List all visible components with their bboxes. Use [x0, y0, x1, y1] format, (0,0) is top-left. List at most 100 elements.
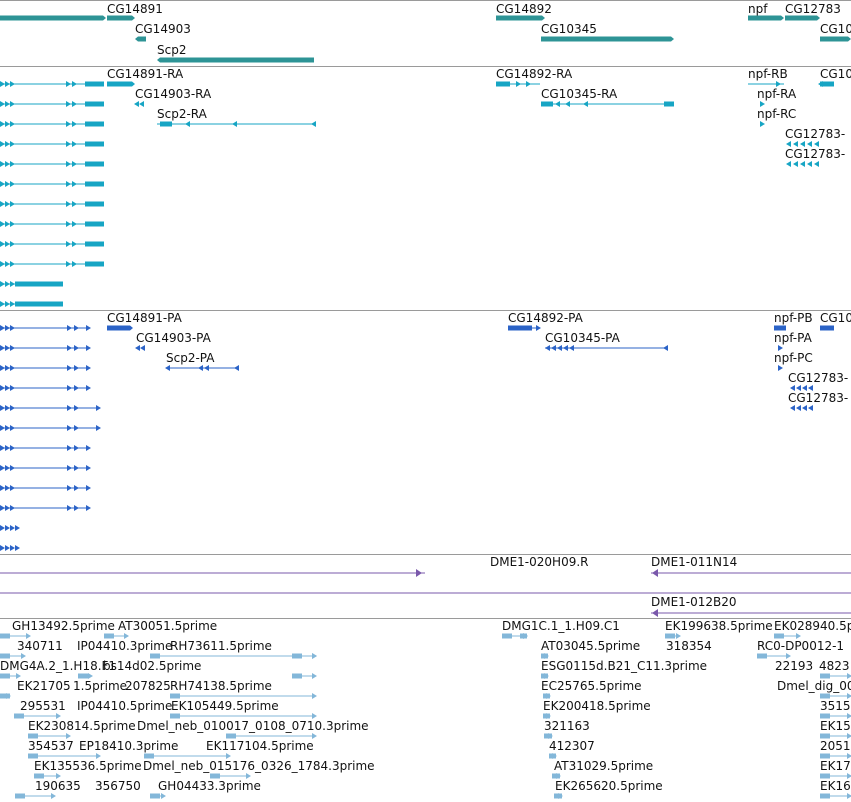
- est-label[interactable]: 321163: [544, 719, 590, 733]
- protein-label[interactable]: npf-PC: [774, 351, 813, 365]
- direction-arrow: [0, 485, 5, 491]
- est-label[interactable]: 318354: [666, 639, 712, 653]
- direction-arrow: [5, 161, 10, 167]
- est-label[interactable]: IP04410.5prime: [77, 699, 173, 713]
- exon-block: [774, 633, 784, 639]
- transcript-label[interactable]: CG10345-RA: [541, 87, 618, 101]
- protein-label[interactable]: npf-PA: [774, 331, 812, 345]
- est-label[interactable]: EK135536.5prime: [34, 759, 142, 773]
- transcript-label[interactable]: CG10: [820, 67, 851, 81]
- transcript-label[interactable]: npf-RA: [757, 87, 797, 101]
- exon-block: [104, 633, 114, 639]
- est-label[interactable]: 3515: [820, 699, 851, 713]
- transcript-label[interactable]: npf-RB: [748, 67, 788, 81]
- gene-label[interactable]: CG12783: [785, 2, 841, 16]
- est-label[interactable]: EP18410.3prime: [79, 739, 179, 753]
- gene-label[interactable]: CG14892: [496, 2, 552, 16]
- est-label[interactable]: EK117104.5prime: [206, 739, 314, 753]
- est-label[interactable]: GH13492.5prime: [12, 619, 115, 633]
- est-label[interactable]: 340711: [17, 639, 63, 653]
- transcript-label[interactable]: CG14891-RA: [107, 67, 184, 81]
- est-label[interactable]: 354537: [28, 739, 74, 753]
- est-label[interactable]: EK17: [820, 759, 851, 773]
- est-label[interactable]: 356750: [95, 779, 141, 793]
- est-label[interactable]: EC25765.5prime: [541, 679, 642, 693]
- est-label[interactable]: RC0-DP0012-1: [757, 639, 845, 653]
- est-label[interactable]: AT03045.5prime: [541, 639, 641, 653]
- transcript-label[interactable]: CG12783-: [785, 127, 846, 141]
- protein-label[interactable]: CG10345-PA: [545, 331, 620, 345]
- est-label[interactable]: 207825: [125, 679, 171, 693]
- est-label[interactable]: Dmel_neb_010017_0108_0710.3prime: [137, 719, 369, 733]
- protein-label[interactable]: npf-PB: [774, 311, 813, 325]
- direction-arrow: [760, 101, 765, 107]
- protein-label[interactable]: Scp2-PA: [166, 351, 215, 365]
- est-label[interactable]: EK265620.5prime: [555, 779, 663, 793]
- gene-label[interactable]: CG10345: [541, 22, 597, 36]
- gene-label[interactable]: CG10: [820, 22, 851, 36]
- est-label[interactable]: DMG4A.2_1.H18.F1: [0, 659, 117, 673]
- transcript-label[interactable]: Scp2-RA: [157, 107, 207, 121]
- gene-label[interactable]: npf: [748, 2, 768, 16]
- gene-label[interactable]: CG14903: [135, 22, 191, 36]
- protein-label[interactable]: CG14891-PA: [107, 311, 182, 325]
- est-label[interactable]: EK028940.5p: [774, 619, 851, 633]
- est-label[interactable]: Dmel_neb_015176_0326_1784.3prime: [143, 759, 375, 773]
- est-label[interactable]: ESG0115d.B21_C11.3prime: [541, 659, 708, 673]
- exon-block: [210, 773, 220, 779]
- protein-label[interactable]: CG14892-PA: [508, 311, 583, 325]
- est-label[interactable]: 22193: [775, 659, 814, 673]
- est-label[interactable]: 1.5prime: [73, 679, 128, 693]
- est-label[interactable]: EK16: [820, 779, 851, 793]
- clone-label[interactable]: DME1-011N14: [651, 555, 738, 569]
- exon-block: [757, 653, 767, 659]
- est-label[interactable]: 4823: [819, 659, 850, 673]
- exon-block: [820, 673, 830, 679]
- direction-arrow: [10, 121, 15, 127]
- est-label[interactable]: 295531: [20, 699, 66, 713]
- est-label[interactable]: EK230814.5prime: [28, 719, 136, 733]
- direction-arrow: [5, 425, 10, 431]
- est-label[interactable]: AT30051.5prime: [118, 619, 218, 633]
- est-label[interactable]: Dmel_dig_00: [777, 679, 851, 693]
- track-separator: [0, 554, 851, 555]
- direction-arrow: [72, 121, 77, 127]
- direction-arrow: [10, 405, 15, 411]
- protein-label[interactable]: CG12783-: [788, 391, 849, 405]
- direction-arrow: [847, 773, 851, 779]
- est-label[interactable]: RH74138.5prime: [170, 679, 272, 693]
- direction-arrow: [10, 181, 15, 187]
- direction-arrow: [676, 633, 681, 639]
- est-label[interactable]: EK15: [820, 719, 851, 733]
- est-label[interactable]: EK105449.5prime: [171, 699, 279, 713]
- protein-label[interactable]: CG10: [820, 311, 851, 325]
- protein-label[interactable]: CG14903-PA: [136, 331, 211, 345]
- est-label[interactable]: RH73611.5prime: [170, 639, 272, 653]
- est-label[interactable]: AT31029.5prime: [554, 759, 654, 773]
- est-label[interactable]: EK21705: [17, 679, 71, 693]
- direction-arrow: [161, 793, 166, 799]
- gene-label[interactable]: Scp2: [157, 43, 187, 57]
- est-label[interactable]: bs14d02.5prime: [103, 659, 202, 673]
- est-label[interactable]: GH04433.3prime: [158, 779, 261, 793]
- direction-arrow: [847, 793, 851, 799]
- est-label[interactable]: 412307: [549, 739, 595, 753]
- direction-arrow: [86, 365, 91, 371]
- direction-arrow: [544, 673, 549, 679]
- transcript-label[interactable]: CG14903-RA: [135, 87, 212, 101]
- transcript-label[interactable]: CG12783-: [785, 147, 846, 161]
- est-label[interactable]: EK199638.5prime: [665, 619, 773, 633]
- direction-arrow: [5, 281, 10, 287]
- transcript-label[interactable]: CG14892-RA: [496, 67, 573, 81]
- est-label[interactable]: 2051: [820, 739, 851, 753]
- est-label[interactable]: IP04410.3prime: [77, 639, 173, 653]
- clone-label[interactable]: DME1-012B20: [651, 595, 737, 609]
- direction-arrow: [10, 425, 15, 431]
- est-label[interactable]: DMG1C.1_1.H09.C1: [502, 619, 620, 633]
- gene-label[interactable]: CG14891: [107, 2, 163, 16]
- clone-label[interactable]: DME1-020H09.R: [490, 555, 589, 569]
- est-label[interactable]: EK200418.5prime: [543, 699, 651, 713]
- est-label[interactable]: 190635: [35, 779, 81, 793]
- protein-label[interactable]: CG12783-: [788, 371, 849, 385]
- transcript-label[interactable]: npf-RC: [757, 107, 797, 121]
